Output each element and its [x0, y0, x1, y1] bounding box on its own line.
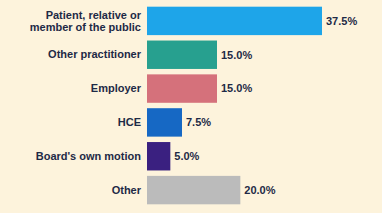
data-label: 5.0%: [174, 150, 199, 162]
bars: [147, 7, 322, 205]
category-label: Board's own motion: [36, 150, 142, 162]
category-label: Other practitioner: [48, 48, 142, 60]
data-label: 15.0%: [221, 49, 252, 61]
tick: Board's own motion: [36, 150, 142, 162]
bar: [147, 7, 322, 35]
category-label-line: Patient, relative or: [46, 9, 142, 21]
data-label: 20.0%: [244, 184, 275, 196]
bar: [147, 142, 170, 170]
category-label: HCE: [118, 116, 141, 128]
data-label: 37.5%: [326, 15, 357, 27]
data-labels: 37.5% 15.0% 15.0% 7.5% 5.0% 20.0%: [174, 15, 357, 196]
bar: [147, 108, 182, 136]
data-label: 15.0%: [221, 82, 252, 94]
bar: [147, 176, 240, 204]
tick: Patient, relative ormember of the public: [30, 9, 142, 34]
y-axis: Patient, relative ormember of the public…: [30, 9, 142, 196]
bar: [147, 41, 217, 69]
tick: Other practitioner: [48, 48, 142, 60]
bar: [147, 74, 217, 102]
data-label: 7.5%: [186, 116, 211, 128]
category-label: Other: [112, 184, 142, 196]
category-label: Patient, relative ormember of the public: [30, 9, 142, 34]
category-label-line: member of the public: [30, 21, 141, 33]
tick: Other: [112, 184, 142, 196]
category-label: Employer: [91, 82, 142, 94]
tick: HCE: [118, 116, 141, 128]
tick: Employer: [91, 82, 142, 94]
chart: Patient, relative ormember of the public…: [0, 0, 382, 213]
